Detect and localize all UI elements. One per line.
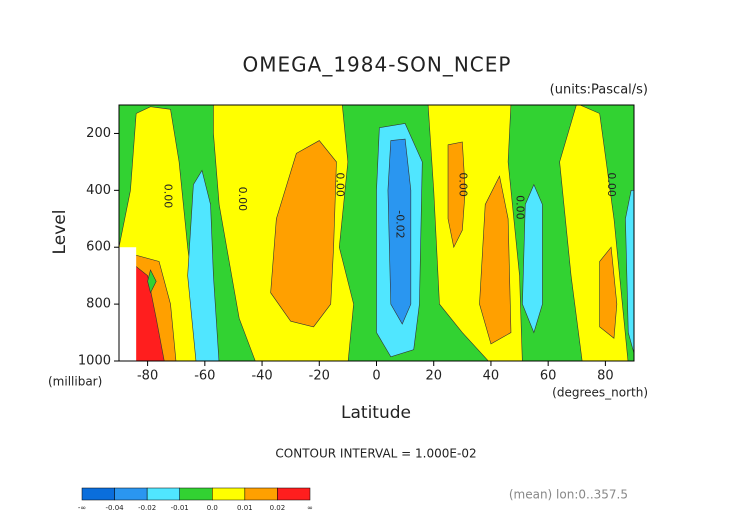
contour-region [387,138,412,325]
colorbar-box [212,487,246,501]
colorbar-label: 0.01 [237,504,253,512]
y-tick-label: 200 [86,126,111,141]
colorbar-label: -0.01 [171,504,189,512]
x-tick-label: -20 [309,369,330,384]
contour-label: 0.00 [236,187,249,212]
contour-region [479,175,512,345]
chart-title: OMEGA_1984-SON_NCEP [243,53,512,77]
x-tick-label: -80 [137,369,158,384]
contour-label: -0.02 [393,210,406,238]
field [119,105,634,361]
x-tick-label: 0 [372,369,380,384]
contour-region [625,190,634,355]
colorbar-box [179,487,213,501]
colorbar-label: -0.04 [106,504,125,512]
contour-region [187,169,220,361]
x-tick-label: 40 [483,369,500,384]
colorbar-label: 0.0 [207,504,218,512]
contour-label: 0.00 [333,172,346,197]
missing-data [119,247,137,361]
y-units: (millibar) [48,375,102,389]
contour-region [147,269,157,294]
contour-label: 0.00 [514,195,527,220]
x-axis-label: Latitude [341,403,411,423]
x-tick-label: -60 [194,369,215,384]
footnote: (mean) lon:0..357.5 [509,488,628,502]
x-tick-label: -40 [251,369,272,384]
colorbar-label: ∞ [307,504,313,512]
y-tick-label: 1000 [78,354,111,369]
x-tick-label: 60 [540,369,557,384]
x-tick-label: 20 [425,369,442,384]
contour-region [522,183,543,334]
y-tick-label: 600 [86,240,111,255]
contour-region [270,140,337,328]
contour-label: 0.00 [162,184,175,209]
colorbar-box [146,487,180,501]
y-tick-label: 400 [86,183,111,198]
contour-label: 0.00 [456,172,469,197]
contour-interval: CONTOUR INTERVAL = 1.000E-02 [275,447,476,461]
x-units: (degrees_north) [552,386,648,400]
colorbar-box [277,487,311,501]
colorbar-label: -∞ [78,504,86,512]
colorbar-box [244,487,278,501]
units: (units:Pascal/s) [550,83,648,98]
contour-label: 0.00 [605,172,618,197]
x-tick-label: 80 [597,369,614,384]
y-tick-label: 800 [86,297,111,312]
colorbar-label: -0.02 [138,504,156,512]
y-axis-label: Level [50,210,70,255]
contour-region [599,246,618,339]
contour-region [447,141,466,249]
colorbar-box [114,487,148,501]
colorbar-label: 0.02 [270,504,286,512]
colorbar-box [81,487,115,501]
